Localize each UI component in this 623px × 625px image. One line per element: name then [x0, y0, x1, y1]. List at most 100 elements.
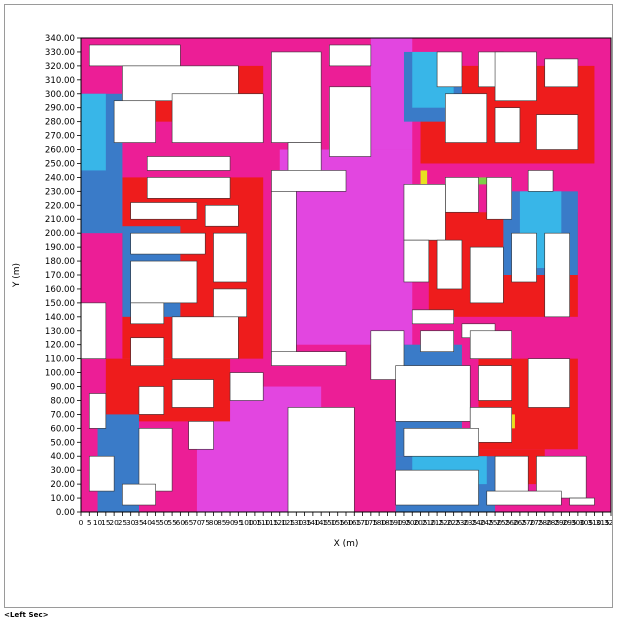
x-tick-label-62: 310: [587, 518, 601, 527]
x-tick-label-30: 150: [322, 518, 336, 527]
y-tick-label-6: 60.00: [50, 424, 75, 434]
x-tick-label-51: 255: [496, 518, 510, 527]
y-tick-label-18: 180.00: [45, 257, 75, 267]
building-9: [146, 177, 231, 199]
x-tick-label-50: 250: [488, 518, 502, 527]
building-21: [171, 316, 239, 359]
building-19: [80, 302, 107, 359]
x-tick-label-32: 160: [339, 518, 353, 527]
building-61: [486, 490, 562, 506]
x-tick-label-7: 35: [134, 518, 144, 527]
building-6: [329, 44, 372, 67]
building-15: [213, 288, 247, 318]
building-17: [271, 191, 297, 359]
building-13: [213, 232, 247, 283]
x-tick-label-38: 190: [389, 518, 403, 527]
y-tick-label-27: 270.00: [45, 132, 75, 142]
x-tick-label-15: 75: [201, 518, 211, 527]
y-tick-label-14: 140.00: [45, 313, 75, 323]
building-40: [486, 177, 512, 220]
x-tick-label-46: 230: [455, 518, 469, 527]
x-tick-label-40: 200: [405, 518, 419, 527]
building-4: [271, 51, 322, 143]
x-tick-label-58: 290: [554, 518, 568, 527]
building-39: [445, 177, 479, 213]
x-tick-label-2: 10: [93, 518, 103, 527]
y-tick-label-12: 120.00: [45, 341, 75, 351]
building-0: [88, 44, 181, 67]
building-60: [395, 469, 479, 506]
y-tick-label-21: 210.00: [45, 215, 75, 225]
building-36: [445, 93, 488, 143]
x-tick-label-52: 260: [505, 518, 519, 527]
y-tick-label-10: 100.00: [45, 369, 75, 379]
building-52: [469, 330, 512, 359]
building-47: [544, 232, 570, 318]
x-tick-label-22: 110: [256, 518, 270, 527]
building-46: [511, 232, 537, 283]
x-tick-label-10: 50: [159, 518, 169, 527]
y-tick-label-23: 230.00: [45, 187, 75, 197]
building-10: [130, 202, 198, 220]
x-tick-label-0: 0: [79, 518, 84, 527]
x-tick-label-12: 60: [176, 518, 186, 527]
y-tick-label-15: 150.00: [45, 299, 75, 309]
contour-chart: 0.00 10.00 20.00 30.00 40.00 50.00 60.00 70.00 8…: [12, 34, 618, 549]
x-tick-label-28: 140: [306, 518, 320, 527]
building-37: [494, 107, 521, 143]
y-tick-label-32: 320.00: [45, 62, 75, 72]
building-31: [287, 407, 355, 513]
building-11: [204, 204, 239, 227]
contour-zone-yellow-22: [420, 170, 428, 185]
building-8: [146, 156, 231, 171]
x-tick-label-29: 145: [314, 518, 328, 527]
y-tick-label-2: 20.00: [50, 480, 75, 490]
x-tick-label-39: 195: [397, 518, 411, 527]
x-tick-label-43: 215: [430, 518, 444, 527]
y-tick-label-3: 30.00: [50, 466, 75, 476]
building-20: [130, 302, 165, 325]
building-22: [130, 337, 165, 366]
x-tick-label-64: 320: [604, 518, 612, 527]
x-tick-label-56: 280: [538, 518, 552, 527]
building-51: [420, 330, 454, 352]
y-tick-label-24: 240.00: [45, 173, 75, 183]
y-tick-label-30: 300.00: [45, 90, 75, 100]
x-tick-label-18: 90: [225, 518, 235, 527]
x-tick-label-47: 235: [463, 518, 477, 527]
y-tick-label-8: 80.00: [50, 396, 75, 406]
x-tick-label-63: 315: [596, 518, 610, 527]
y-tick-label-33: 330.00: [45, 48, 75, 58]
x-tick-label-25: 125: [281, 518, 295, 527]
building-16: [271, 170, 347, 192]
x-tick-label-27: 135: [298, 518, 312, 527]
x-tick-label-45: 225: [447, 518, 461, 527]
x-tick-label-14: 70: [192, 518, 202, 527]
building-7: [329, 86, 372, 157]
contour-zone-green-23: [478, 177, 489, 185]
y-tick-label-34: 340.00: [45, 34, 75, 44]
building-57: [403, 428, 479, 457]
building-38: [536, 114, 579, 150]
building-24: [138, 386, 165, 415]
building-34: [494, 51, 537, 102]
x-tick-label-57: 285: [546, 518, 560, 527]
x-tick-label-23: 115: [264, 518, 278, 527]
building-12: [130, 232, 206, 255]
y-tick-label-4: 40.00: [50, 452, 75, 462]
y-tick-label-17: 170.00: [45, 271, 75, 281]
x-tick-label-21: 105: [248, 518, 262, 527]
contour-zone-cyan-18: [81, 93, 106, 171]
building-41: [527, 170, 554, 192]
y-tick-label-0: 0.00: [56, 508, 75, 518]
building-45: [469, 246, 504, 304]
y-tick-label-22: 220.00: [45, 201, 75, 211]
building-25: [171, 379, 214, 408]
x-tick-label-41: 205: [413, 518, 427, 527]
building-32: [436, 51, 463, 88]
x-tick-label-1: 5: [87, 518, 92, 527]
y-tick-label-28: 280.00: [45, 118, 75, 128]
y-tick-label-29: 290.00: [45, 104, 75, 114]
x-tick-label-16: 80: [209, 518, 219, 527]
y-tick-label-31: 310.00: [45, 76, 75, 86]
